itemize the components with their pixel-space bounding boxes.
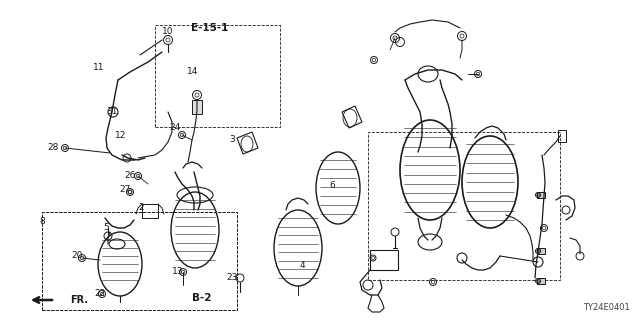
- Bar: [537, 278, 545, 284]
- Text: E-15-1: E-15-1: [191, 23, 228, 33]
- Text: 6: 6: [329, 180, 335, 189]
- Text: 3: 3: [229, 135, 235, 145]
- Text: 27: 27: [119, 186, 131, 195]
- Bar: [370, 250, 398, 270]
- Text: FR.: FR.: [70, 295, 88, 305]
- Text: TY24E0401: TY24E0401: [583, 303, 630, 312]
- Text: 5: 5: [103, 223, 109, 233]
- Text: B-2: B-2: [192, 293, 212, 303]
- Bar: [537, 248, 545, 254]
- Text: 23: 23: [227, 274, 237, 283]
- Text: 26: 26: [124, 171, 136, 180]
- Text: 20: 20: [71, 251, 83, 260]
- Text: 12: 12: [115, 131, 127, 140]
- Bar: [42, 212, 237, 310]
- Text: 8: 8: [39, 218, 45, 227]
- Text: 14: 14: [188, 68, 198, 76]
- Text: 2: 2: [138, 204, 144, 212]
- Text: 13: 13: [172, 268, 184, 276]
- Bar: [537, 192, 545, 198]
- Text: 31: 31: [106, 108, 118, 116]
- Text: 28: 28: [47, 143, 59, 153]
- Text: 22: 22: [94, 290, 106, 299]
- Bar: [192, 100, 202, 114]
- Bar: [42, 212, 237, 310]
- Text: 4: 4: [299, 260, 305, 269]
- Bar: [155, 25, 280, 127]
- Bar: [142, 204, 158, 218]
- Bar: [368, 132, 560, 280]
- Text: 10: 10: [163, 28, 173, 36]
- Bar: [558, 130, 566, 142]
- Text: 24: 24: [170, 123, 180, 132]
- Text: 11: 11: [93, 63, 105, 73]
